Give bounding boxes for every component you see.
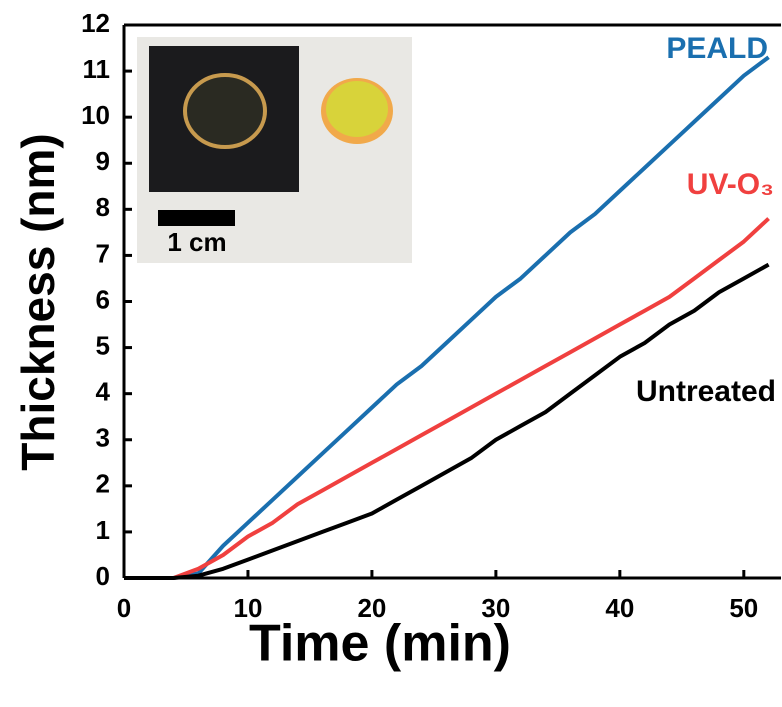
x-tick-label: 40 [605, 593, 634, 623]
y-tick-label: 9 [96, 146, 110, 176]
y-tick-label: 12 [81, 8, 110, 38]
y-tick-label: 4 [96, 377, 111, 407]
x-tick-label: 30 [481, 593, 510, 623]
x-tick-label: 50 [729, 593, 758, 623]
y-tick-label: 0 [96, 561, 110, 591]
y-tick-label: 2 [96, 469, 110, 499]
chart: 1 cm Time (min) Thickness (nm) 012345678… [0, 0, 782, 707]
y-tick-label: 7 [96, 238, 110, 268]
x-axis-title: Time (min) [249, 615, 511, 673]
y-axis-title: Thickness (nm) [12, 133, 64, 470]
y-tick-label: 8 [96, 192, 110, 222]
x-tick-label: 0 [117, 593, 131, 623]
y-tick-label: 10 [81, 100, 110, 130]
x-tick-label: 20 [357, 593, 386, 623]
y-tick-label: 6 [96, 284, 110, 314]
series-label: Untreated [636, 375, 776, 408]
scale-bar-label: 1 cm [167, 227, 226, 257]
y-tick-label: 5 [96, 330, 110, 360]
y-tick-label: 3 [96, 423, 110, 453]
x-tick-label: 10 [234, 593, 263, 623]
inset-photo: 1 cm [137, 37, 412, 263]
series-label: PEALD [666, 32, 768, 65]
y-tick-label: 1 [96, 515, 110, 545]
y-tick-label: 11 [83, 54, 111, 84]
series-label: UV-O₃ [687, 168, 774, 201]
